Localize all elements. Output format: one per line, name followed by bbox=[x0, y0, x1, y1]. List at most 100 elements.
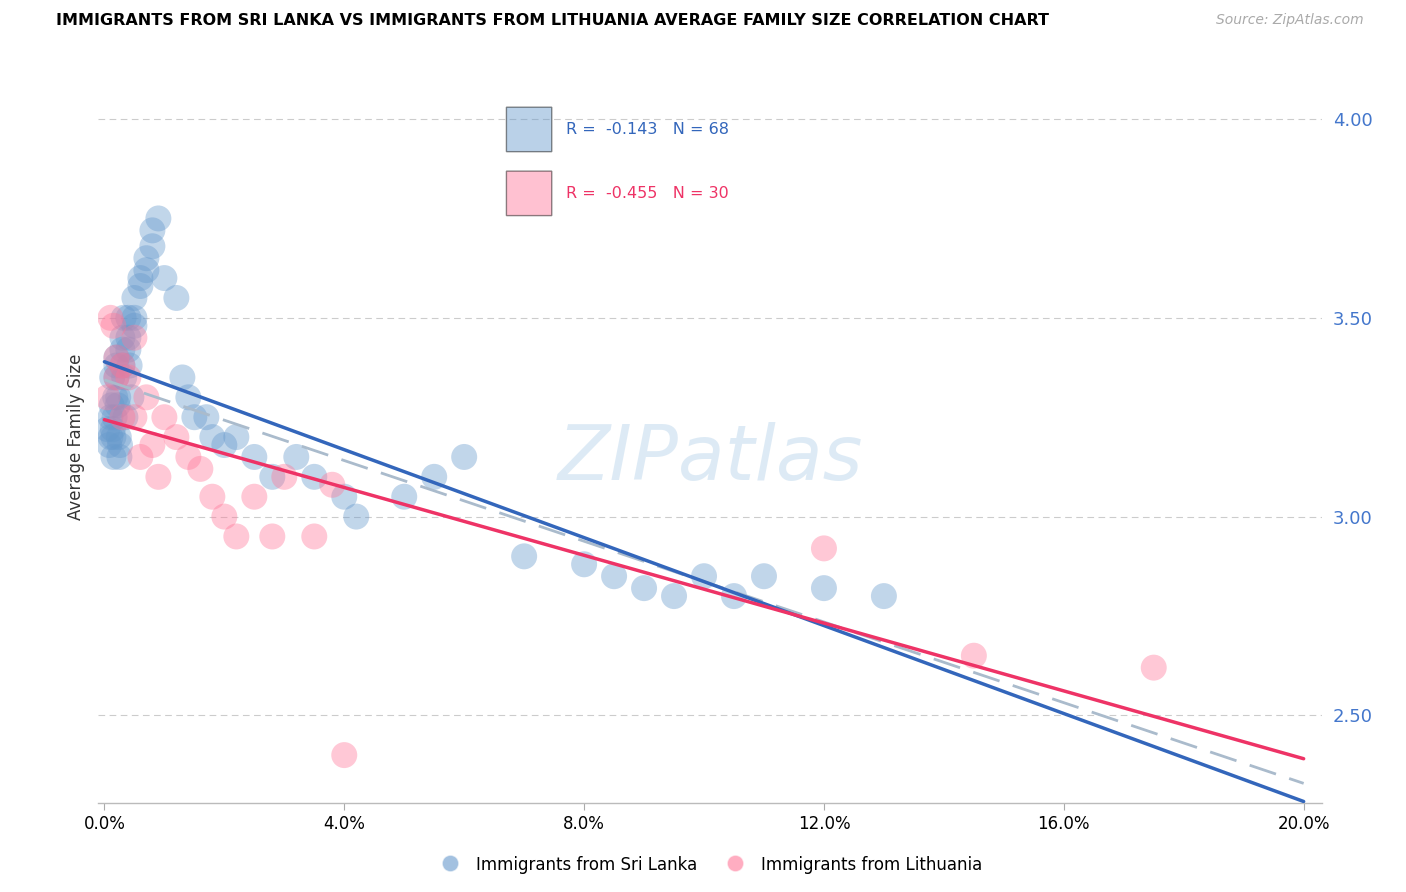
Point bbox=[101, 370, 124, 384]
Point bbox=[124, 331, 146, 345]
Point bbox=[105, 351, 128, 365]
Point bbox=[108, 450, 131, 464]
Point bbox=[873, 589, 896, 603]
Point bbox=[107, 390, 129, 404]
Point bbox=[333, 748, 356, 763]
Point bbox=[120, 390, 142, 404]
Point bbox=[124, 291, 146, 305]
Point bbox=[177, 450, 200, 464]
Point bbox=[165, 430, 187, 444]
Point bbox=[105, 370, 128, 384]
Point bbox=[153, 410, 176, 425]
Point bbox=[273, 470, 295, 484]
Point bbox=[135, 251, 157, 265]
Point bbox=[103, 318, 125, 333]
Y-axis label: Average Family Size: Average Family Size bbox=[66, 354, 84, 520]
Point bbox=[344, 509, 367, 524]
Point bbox=[100, 310, 122, 325]
Point bbox=[201, 490, 224, 504]
Point bbox=[141, 223, 163, 237]
Text: Source: ZipAtlas.com: Source: ZipAtlas.com bbox=[1216, 13, 1364, 28]
Point bbox=[148, 211, 170, 226]
Point bbox=[225, 529, 247, 543]
Point bbox=[243, 450, 266, 464]
Point bbox=[103, 450, 125, 464]
Point bbox=[148, 470, 170, 484]
Point bbox=[100, 410, 122, 425]
Point bbox=[111, 410, 134, 425]
Point bbox=[117, 331, 139, 345]
Point bbox=[693, 569, 716, 583]
Point bbox=[423, 470, 446, 484]
Point bbox=[201, 430, 224, 444]
Point bbox=[963, 648, 986, 663]
Point bbox=[262, 529, 284, 543]
Point bbox=[153, 271, 176, 285]
Point bbox=[111, 343, 134, 357]
Point bbox=[96, 422, 118, 436]
Point bbox=[188, 462, 212, 476]
Point bbox=[117, 343, 139, 357]
Point bbox=[195, 410, 218, 425]
Point bbox=[321, 477, 343, 491]
Point bbox=[603, 569, 626, 583]
Point bbox=[1143, 660, 1166, 674]
Point bbox=[141, 438, 163, 452]
Point bbox=[105, 359, 128, 373]
Point bbox=[513, 549, 536, 564]
Point bbox=[304, 470, 326, 484]
Point bbox=[105, 351, 128, 365]
Point bbox=[108, 430, 131, 444]
Point bbox=[101, 422, 124, 436]
Point bbox=[112, 370, 135, 384]
Point bbox=[100, 430, 122, 444]
Point bbox=[111, 359, 134, 373]
Point bbox=[111, 331, 134, 345]
Point bbox=[262, 470, 284, 484]
Point bbox=[214, 509, 236, 524]
Point bbox=[813, 581, 835, 595]
Point bbox=[129, 450, 152, 464]
Point bbox=[165, 291, 187, 305]
Text: IMMIGRANTS FROM SRI LANKA VS IMMIGRANTS FROM LITHUANIA AVERAGE FAMILY SIZE CORRE: IMMIGRANTS FROM SRI LANKA VS IMMIGRANTS … bbox=[56, 13, 1049, 29]
Point bbox=[104, 390, 127, 404]
Point bbox=[124, 318, 146, 333]
Point bbox=[392, 490, 415, 504]
Point bbox=[633, 581, 655, 595]
Point bbox=[117, 370, 139, 384]
Text: ZIPatlas: ZIPatlas bbox=[557, 422, 863, 496]
Point bbox=[141, 239, 163, 253]
Point bbox=[112, 310, 135, 325]
Point bbox=[723, 589, 745, 603]
Point bbox=[285, 450, 308, 464]
Point bbox=[129, 271, 152, 285]
Point bbox=[183, 410, 205, 425]
Point bbox=[752, 569, 775, 583]
Point bbox=[135, 390, 157, 404]
Point bbox=[117, 310, 139, 325]
Point bbox=[118, 359, 141, 373]
Point bbox=[124, 310, 146, 325]
Point bbox=[662, 589, 685, 603]
Point bbox=[105, 370, 128, 384]
Point bbox=[111, 359, 134, 373]
Point bbox=[172, 370, 194, 384]
Point bbox=[135, 263, 157, 277]
Point bbox=[104, 410, 127, 425]
Point bbox=[107, 398, 129, 412]
Point bbox=[129, 279, 152, 293]
Point bbox=[304, 529, 326, 543]
Point bbox=[114, 410, 136, 425]
Legend: Immigrants from Sri Lanka, Immigrants from Lithuania: Immigrants from Sri Lanka, Immigrants fr… bbox=[430, 847, 990, 882]
Point bbox=[572, 558, 595, 572]
Point bbox=[96, 390, 118, 404]
Point bbox=[103, 430, 125, 444]
Point bbox=[243, 490, 266, 504]
Point bbox=[100, 398, 122, 412]
Point bbox=[124, 410, 146, 425]
Point bbox=[98, 438, 121, 452]
Point bbox=[214, 438, 236, 452]
Point bbox=[177, 390, 200, 404]
Point bbox=[108, 438, 131, 452]
Point bbox=[453, 450, 475, 464]
